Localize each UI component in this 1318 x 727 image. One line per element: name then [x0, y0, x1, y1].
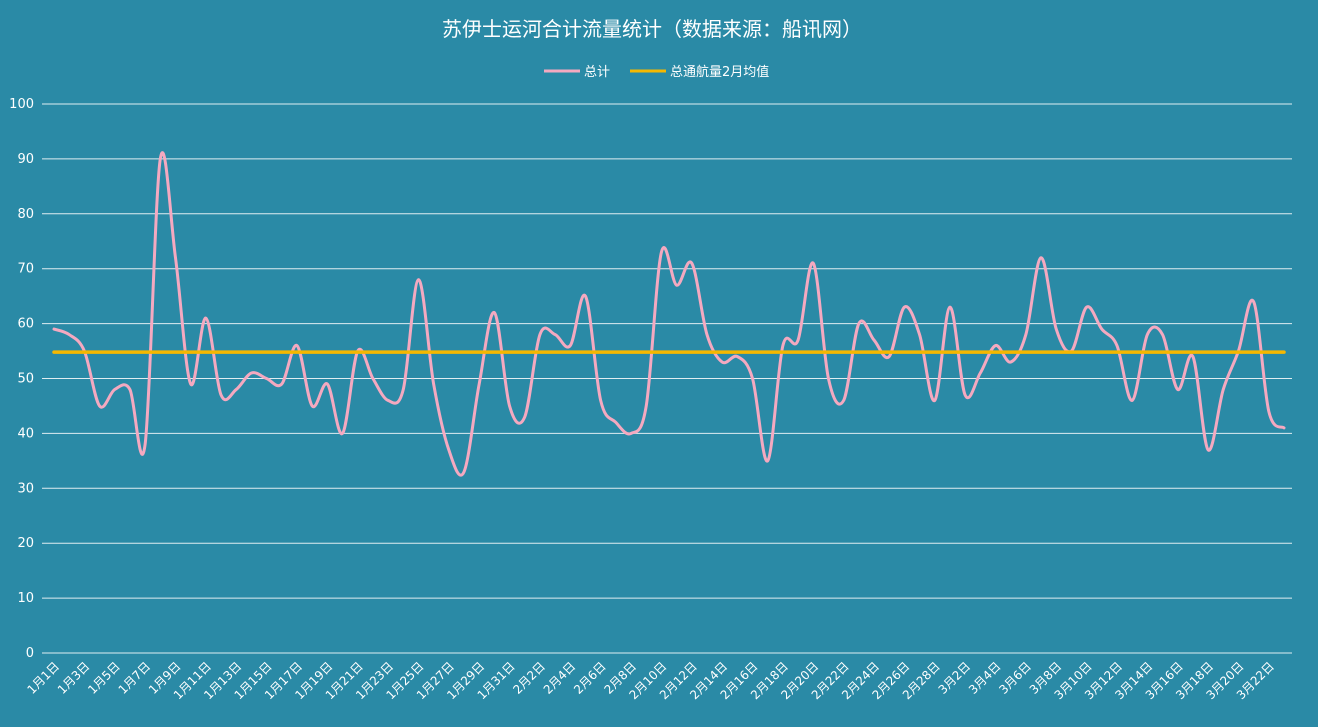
y-tick-label: 20 [17, 536, 34, 551]
x-tick-label: 1月7日 [116, 659, 154, 697]
y-tick-label: 10 [17, 591, 34, 606]
y-tick-label: 0 [26, 646, 34, 661]
x-tick-label: 3月6日 [996, 659, 1034, 697]
x-tick-label: 1月3日 [55, 659, 93, 697]
legend-label-feb-mean: 总通航量2月均值 [670, 64, 769, 80]
y-tick-label: 80 [17, 207, 34, 222]
legend: 总计 总通航量2月均值 [544, 64, 769, 80]
legend-label-total: 总计 [584, 65, 610, 80]
y-tick-label: 40 [17, 426, 34, 441]
y-axis: 0 10 20 30 40 50 60 70 80 90 100 [9, 97, 34, 661]
y-tick-label: 70 [17, 262, 34, 277]
y-tick-label: 30 [17, 481, 34, 496]
gridlines [42, 103, 1292, 654]
x-tick-label: 2月4日 [541, 659, 579, 697]
y-tick-label: 100 [9, 97, 34, 112]
y-tick-label: 90 [17, 152, 34, 167]
x-tick-label: 3月4日 [966, 659, 1004, 697]
y-tick-label: 60 [17, 317, 34, 332]
x-axis: 1月1日1月3日1月5日1月7日1月9日1月11日1月13日1月15日1月17日… [24, 659, 1276, 702]
x-tick-label: 2月6日 [571, 659, 609, 697]
x-tick-label: 3月2日 [936, 659, 974, 697]
y-tick-label: 50 [17, 372, 34, 387]
x-tick-label: 2月2日 [510, 659, 548, 697]
x-tick-label: 1月5日 [85, 659, 123, 697]
series-layer [52, 151, 1286, 477]
chart-title: 苏伊士运河合计流量统计（数据来源：船讯网） [442, 17, 862, 41]
x-tick-label: 1月1日 [24, 659, 62, 697]
series-total-line [52, 151, 1286, 477]
